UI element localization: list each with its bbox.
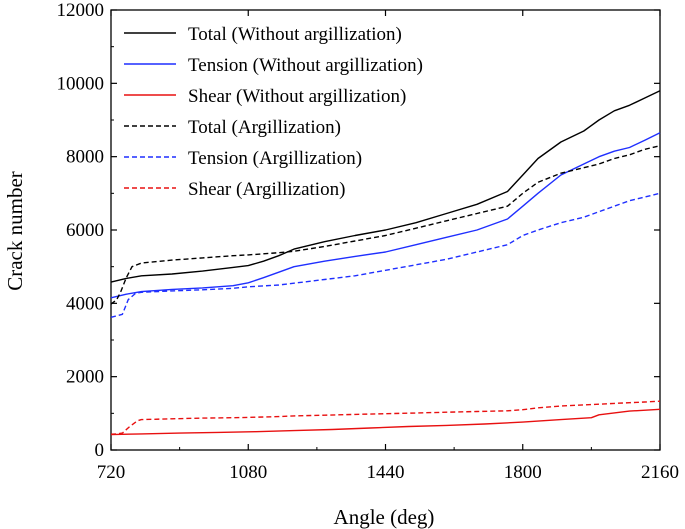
legend-label-6: Shear (Argillization) (188, 179, 345, 200)
legend-label-1: Total (Without argillization) (188, 24, 402, 45)
y-tick-label: 12000 (57, 0, 105, 21)
series-line-5 (110, 192, 661, 318)
x-tick-label: 1800 (504, 462, 542, 483)
y-tick-label: 10000 (57, 73, 105, 94)
series-line-3 (110, 408, 661, 436)
x-tick-label: 1440 (367, 462, 405, 483)
series-line-6 (110, 400, 661, 435)
legend-label-5: Tension (Argillization) (188, 148, 362, 169)
y-tick-label: 8000 (66, 147, 104, 168)
y-tick-label: 0 (95, 440, 105, 461)
legend-label-3: Shear (Without argillization) (188, 86, 406, 107)
y-tick-label: 2000 (66, 367, 104, 388)
y-tick-label: 6000 (66, 220, 104, 241)
y-axis: 0 2000 4000 6000 8000 10000 12000 (57, 0, 660, 461)
series-line-1 (110, 90, 661, 283)
x-axis: 720 1080 1440 1800 2160 (97, 10, 679, 483)
series-layer (110, 90, 661, 436)
legend-label-4: Total (Argillization) (188, 117, 341, 138)
legend-label-2: Tension (Without argillization) (188, 55, 423, 76)
x-tick-label: 720 (97, 462, 126, 483)
series-line-4 (110, 145, 661, 305)
legend: Total (Without argillization) Tension (Wi… (124, 24, 423, 200)
y-axis-title: Crack number (3, 171, 27, 291)
y-tick-label: 4000 (66, 293, 104, 314)
x-tick-label: 1080 (229, 462, 267, 483)
x-tick-label: 2160 (641, 462, 679, 483)
x-axis-title: Angle (deg) (334, 505, 435, 529)
series-line-2 (110, 132, 661, 299)
